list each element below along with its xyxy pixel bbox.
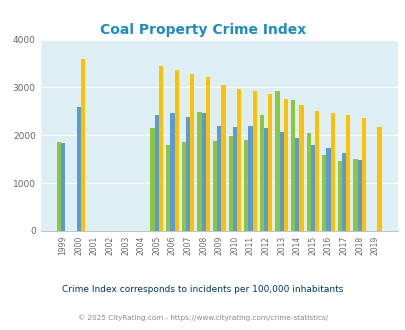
Bar [158,66,163,231]
Bar [326,148,330,231]
Bar [217,126,221,231]
Bar [201,113,205,231]
Bar [279,132,283,231]
Bar [259,115,263,231]
Bar [298,105,303,231]
Bar [61,144,65,231]
Bar [197,112,201,231]
Bar [294,138,298,231]
Bar [212,141,217,231]
Bar [275,91,279,231]
Bar [248,126,252,231]
Bar [252,91,256,231]
Bar [263,128,268,231]
Bar [150,128,154,231]
Bar [268,94,272,231]
Bar [322,155,326,231]
Bar [205,77,209,231]
Bar [237,89,241,231]
Bar [170,113,174,231]
Bar [330,113,334,231]
Bar [166,145,170,231]
Bar [377,127,381,231]
Bar [310,145,314,231]
Bar [314,112,318,231]
Bar [185,117,190,231]
Bar [57,143,61,231]
Bar [181,143,185,231]
Text: Coal Property Crime Index: Coal Property Crime Index [100,23,305,37]
Bar [154,115,158,231]
Bar [283,99,287,231]
Bar [174,70,178,231]
Bar [290,100,294,231]
Bar [352,159,357,231]
Text: © 2025 CityRating.com - https://www.cityrating.com/crime-statistics/: © 2025 CityRating.com - https://www.city… [78,314,327,321]
Bar [357,160,361,231]
Bar [221,85,225,231]
Bar [361,117,365,231]
Bar [306,133,310,231]
Bar [337,161,341,231]
Bar [243,140,248,231]
Bar [341,153,345,231]
Bar [77,107,81,231]
Text: Crime Index corresponds to incidents per 100,000 inhabitants: Crime Index corresponds to incidents per… [62,285,343,294]
Bar [345,115,350,231]
Bar [228,136,232,231]
Bar [232,127,237,231]
Bar [190,74,194,231]
Bar [81,59,85,231]
